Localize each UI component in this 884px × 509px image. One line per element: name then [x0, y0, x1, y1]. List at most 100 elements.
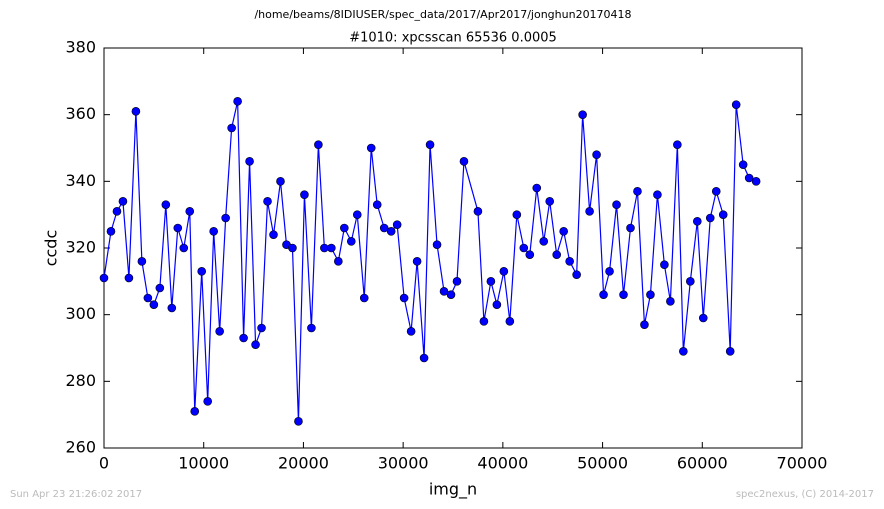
marker — [412, 257, 422, 266]
marker — [167, 303, 177, 313]
marker — [203, 397, 213, 406]
marker — [565, 257, 574, 266]
marker — [666, 297, 675, 306]
x-tick-label: 10000 — [178, 454, 229, 473]
x-axis-label: img_n — [429, 480, 477, 500]
marker — [209, 227, 218, 236]
marker — [327, 243, 336, 253]
marker — [552, 250, 562, 259]
marker — [300, 190, 309, 199]
marker — [294, 417, 303, 426]
marker — [605, 267, 614, 276]
marker — [452, 277, 462, 286]
marker — [572, 270, 581, 279]
marker — [379, 223, 389, 233]
marker — [698, 313, 708, 323]
marker — [106, 227, 116, 236]
marker — [512, 210, 522, 219]
x-tick-label: 0 — [99, 454, 109, 473]
y-tick-label: 340 — [65, 171, 96, 190]
marker — [585, 207, 594, 216]
marker — [686, 277, 695, 286]
y-tick-label: 260 — [65, 438, 96, 457]
y-axis-label: ccdc — [42, 230, 61, 267]
marker — [221, 213, 230, 223]
marker — [227, 123, 236, 133]
marker — [392, 220, 402, 229]
y-tick-label: 320 — [65, 238, 96, 257]
x-tick-label: 70000 — [777, 454, 828, 473]
marker — [626, 223, 635, 233]
y-tick-label: 280 — [65, 371, 96, 390]
marker — [619, 290, 628, 299]
marker — [112, 207, 122, 216]
marker — [505, 317, 515, 326]
marker — [679, 347, 688, 356]
marker — [143, 293, 153, 303]
marker — [118, 197, 128, 206]
marker — [233, 97, 242, 106]
marker — [744, 173, 754, 183]
marker — [386, 227, 396, 236]
marker — [738, 160, 748, 169]
marker — [439, 287, 449, 296]
footer-right: spec2nexus, (C) 2014-2017 — [736, 489, 874, 500]
marker — [149, 300, 159, 309]
marker — [197, 267, 207, 276]
marker — [499, 267, 509, 276]
marker — [525, 250, 535, 259]
marker — [718, 210, 728, 219]
x-tick-label: 20000 — [278, 454, 329, 473]
marker — [653, 190, 662, 199]
marker — [131, 107, 141, 116]
marker — [705, 213, 715, 223]
marker — [711, 187, 721, 196]
marker — [359, 293, 369, 303]
marker — [155, 283, 165, 293]
marker — [124, 273, 134, 283]
marker — [492, 300, 502, 309]
marker — [432, 240, 442, 249]
y-tick-label: 380 — [65, 38, 96, 57]
marker — [161, 200, 171, 209]
x-tick-label: 30000 — [378, 454, 429, 473]
line — [103, 101, 757, 422]
suptitle: /home/beams/8IDIUSER/spec_data/2017/Apr2… — [254, 8, 631, 21]
marker — [592, 150, 601, 159]
marker — [692, 217, 702, 226]
marker — [185, 207, 195, 216]
marker — [545, 197, 555, 206]
x-tick-label: 60000 — [677, 454, 728, 473]
marker — [251, 340, 260, 349]
marker — [314, 140, 323, 149]
marker — [640, 320, 649, 329]
marker — [334, 257, 343, 266]
marker — [99, 273, 109, 283]
marker — [446, 290, 456, 299]
marker — [725, 347, 735, 356]
marker — [245, 157, 254, 166]
marker — [352, 210, 362, 219]
marker — [366, 143, 376, 153]
marker — [173, 223, 183, 233]
marker — [612, 200, 621, 209]
marker — [372, 200, 382, 209]
marker — [307, 323, 316, 333]
marker — [137, 257, 147, 266]
marker — [346, 237, 356, 246]
marker — [276, 177, 285, 186]
marker — [633, 187, 642, 196]
marker — [578, 110, 587, 119]
marker — [425, 140, 435, 149]
marker — [559, 227, 568, 236]
marker — [399, 293, 409, 303]
y-tick-label: 360 — [65, 104, 96, 123]
marker — [660, 260, 669, 269]
marker — [288, 243, 297, 253]
marker — [519, 243, 529, 253]
marker — [473, 207, 483, 216]
marker — [269, 230, 278, 239]
marker — [539, 237, 549, 246]
marker — [179, 243, 189, 253]
